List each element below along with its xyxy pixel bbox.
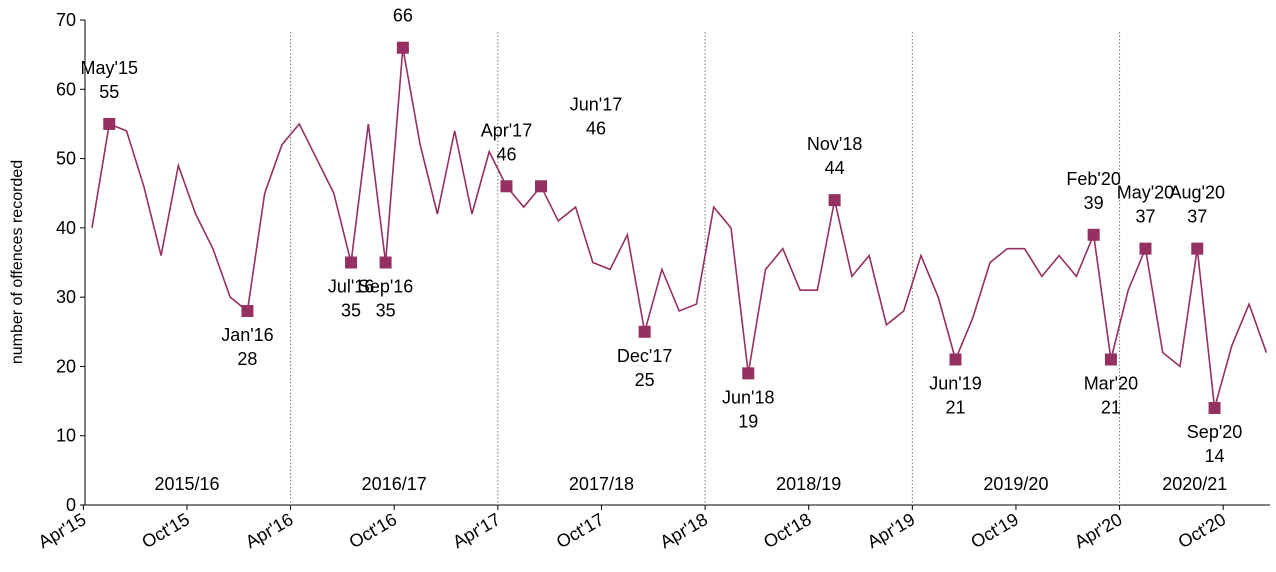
x-tick-label: Apr'20 bbox=[1071, 509, 1126, 552]
period-label: 2018/19 bbox=[776, 474, 841, 494]
x-tick-label: Oct'20 bbox=[1175, 509, 1230, 552]
x-tick-label: Oct'18 bbox=[760, 509, 815, 552]
point-label: Oct'16 bbox=[377, 0, 428, 2]
point-value: 37 bbox=[1135, 207, 1155, 227]
highlight-marker bbox=[1191, 242, 1204, 255]
y-tick-label: 10 bbox=[56, 426, 76, 446]
x-tick-label: Oct'16 bbox=[346, 509, 401, 552]
series-line bbox=[91, 47, 1268, 409]
y-tick-label: 0 bbox=[66, 495, 76, 515]
point-value: 19 bbox=[738, 411, 758, 431]
period-label: 2015/16 bbox=[154, 474, 219, 494]
point-label: Mar'20 bbox=[1084, 374, 1138, 394]
highlight-marker bbox=[241, 305, 254, 317]
point-value: 28 bbox=[237, 349, 257, 369]
x-tick-label: Oct'17 bbox=[553, 509, 608, 552]
point-value: 21 bbox=[945, 398, 965, 418]
point-value: 14 bbox=[1205, 446, 1225, 466]
period-label: 2019/20 bbox=[983, 474, 1048, 494]
highlight-marker bbox=[638, 325, 651, 338]
point-label: Sep'16 bbox=[358, 277, 414, 297]
point-value: 35 bbox=[341, 301, 361, 321]
x-tick-label: Oct'15 bbox=[138, 509, 193, 552]
x-tick-label: Apr'17 bbox=[449, 509, 504, 552]
point-value: 46 bbox=[496, 144, 516, 164]
x-tick-label: Oct'19 bbox=[967, 509, 1022, 552]
point-label: Jun'19 bbox=[929, 374, 981, 394]
point-value: 37 bbox=[1187, 207, 1207, 227]
highlight-marker bbox=[1104, 353, 1117, 366]
point-value: 46 bbox=[586, 118, 606, 138]
highlight-marker bbox=[535, 180, 548, 193]
highlight-marker bbox=[742, 367, 755, 380]
point-label: Apr'17 bbox=[481, 120, 532, 140]
highlight-marker bbox=[345, 256, 358, 269]
y-tick-label: 70 bbox=[56, 10, 76, 30]
point-value: 55 bbox=[99, 82, 119, 102]
point-label: Jun'18 bbox=[722, 387, 774, 407]
y-tick-label: 30 bbox=[56, 287, 76, 307]
highlight-marker bbox=[1208, 402, 1221, 414]
highlight-marker bbox=[1087, 228, 1100, 241]
point-value: 25 bbox=[635, 370, 655, 390]
point-label: Jul'16 bbox=[328, 277, 374, 297]
x-tick-label: Apr'18 bbox=[657, 509, 712, 552]
highlight-marker bbox=[500, 180, 513, 193]
point-label: Sep'20 bbox=[1187, 422, 1243, 442]
point-label: May'15 bbox=[81, 58, 138, 78]
point-value: 35 bbox=[376, 301, 396, 321]
y-tick-label: 20 bbox=[56, 356, 76, 376]
highlight-marker bbox=[396, 41, 409, 54]
point-value: 66 bbox=[393, 6, 413, 26]
point-label: Jan'16 bbox=[221, 325, 273, 345]
y-tick-label: 60 bbox=[56, 79, 76, 99]
point-label: Nov'18 bbox=[807, 134, 862, 154]
highlight-marker bbox=[1139, 242, 1152, 255]
point-label: Feb'20 bbox=[1066, 169, 1120, 189]
point-value: 21 bbox=[1101, 398, 1121, 418]
highlight-marker bbox=[949, 353, 962, 366]
point-value: 39 bbox=[1084, 193, 1104, 213]
x-tick-label: Apr'19 bbox=[864, 509, 919, 552]
x-tick-label: Apr'15 bbox=[35, 509, 90, 552]
period-label: 2020/21 bbox=[1162, 474, 1227, 494]
point-label: May'20 bbox=[1117, 183, 1174, 203]
y-tick-label: 50 bbox=[56, 149, 76, 169]
period-label: 2016/17 bbox=[362, 474, 427, 494]
point-label: Jun'17 bbox=[570, 94, 622, 114]
point-value: 44 bbox=[825, 158, 845, 178]
y-tick-label: 40 bbox=[56, 218, 76, 238]
highlight-marker bbox=[828, 194, 841, 207]
highlight-marker bbox=[379, 256, 392, 269]
period-label: 2017/18 bbox=[569, 474, 634, 494]
point-label: Dec'17 bbox=[617, 346, 672, 366]
point-label: Aug'20 bbox=[1170, 183, 1226, 203]
x-tick-label: Apr'16 bbox=[242, 509, 297, 552]
y-axis-label: number of offences recorded bbox=[9, 160, 26, 364]
highlight-marker bbox=[103, 117, 116, 130]
